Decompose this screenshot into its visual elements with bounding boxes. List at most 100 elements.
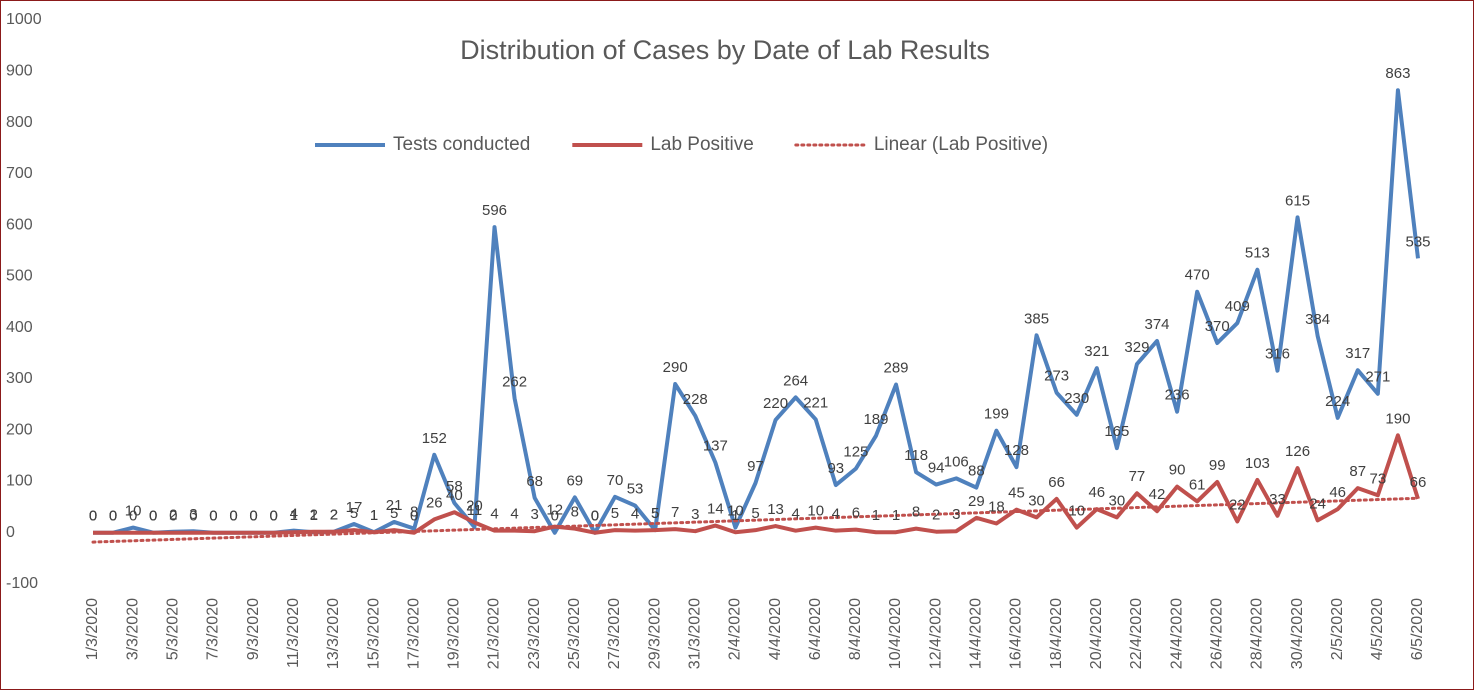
x-tick-label: 31/3/2020 (686, 598, 703, 669)
data-label: 103 (1245, 455, 1270, 472)
x-tick-label: 14/4/2020 (968, 598, 985, 669)
data-label: 0 (229, 508, 237, 525)
data-label: 7 (671, 504, 679, 521)
legend-label: Lab Positive (650, 134, 754, 155)
data-label: 4 (510, 506, 518, 523)
data-label: 20 (466, 497, 483, 514)
x-tick-label: 29/3/2020 (646, 598, 663, 669)
data-label: 0 (209, 508, 217, 525)
data-label: 97 (747, 458, 764, 475)
data-label: 0 (109, 508, 117, 525)
x-tick-label: 26/4/2020 (1208, 598, 1225, 669)
data-label: 2 (310, 507, 318, 524)
data-label: 0 (249, 508, 257, 525)
x-tick-label: 11/3/2020 (285, 598, 302, 668)
data-label: 4 (290, 506, 298, 523)
data-label: 4 (832, 506, 840, 523)
data-label: 10 (807, 503, 824, 520)
x-tick-label: 4/5/2020 (1369, 598, 1386, 660)
data-label: 137 (703, 437, 728, 454)
data-label: 596 (482, 202, 507, 219)
data-label: 2 (932, 507, 940, 524)
data-label: 0 (551, 508, 559, 525)
data-label: 3 (530, 506, 538, 523)
data-label: 271 (1365, 369, 1390, 386)
x-tick-label: 4/4/2020 (767, 598, 784, 660)
data-label: 77 (1129, 468, 1146, 485)
data-label: 1 (731, 507, 739, 524)
data-label: 189 (863, 411, 888, 428)
series-line (93, 433, 1420, 535)
data-label: 236 (1165, 387, 1190, 404)
y-tick-label: 800 (6, 114, 33, 131)
data-label: 70 (607, 472, 624, 489)
x-tick-label: 18/4/2020 (1048, 598, 1065, 669)
data-label: 0 (169, 508, 177, 525)
data-label: 5 (611, 505, 619, 522)
data-label: 321 (1084, 343, 1109, 360)
x-tick-label: 22/4/2020 (1128, 598, 1145, 669)
data-label: 228 (683, 391, 708, 408)
data-label: 3 (952, 506, 960, 523)
data-label: 0 (591, 508, 599, 525)
data-label: 1 (290, 507, 298, 524)
data-label: 4 (791, 506, 799, 523)
data-label: 262 (502, 373, 527, 390)
data-label: 0 (89, 508, 97, 525)
data-label: 152 (422, 430, 447, 447)
data-label: 0 (109, 508, 117, 525)
y-tick-label: 600 (6, 216, 33, 233)
data-label: 3 (691, 506, 699, 523)
data-label: 69 (566, 472, 583, 489)
data-label: 53 (627, 481, 644, 498)
trendline (91, 496, 1420, 544)
data-label: 10 (125, 503, 142, 520)
data-label: 329 (1124, 339, 1149, 356)
x-tick-label: 21/3/2020 (486, 598, 503, 669)
y-tick-label: 400 (6, 319, 33, 336)
x-tick-label: 19/3/2020 (446, 598, 463, 669)
legend-label: Linear (Lab Positive) (874, 134, 1048, 155)
data-label: 3 (189, 506, 197, 523)
x-tick-label: 28/4/2020 (1249, 598, 1266, 669)
y-tick-label: -100 (6, 575, 38, 592)
x-tick-label: 10/4/2020 (887, 598, 904, 669)
data-label: 90 (1169, 462, 1186, 479)
data-label: 0 (591, 508, 599, 525)
x-tick-label: 2/4/2020 (727, 598, 744, 660)
data-label: 273 (1044, 368, 1069, 385)
x-tick-label: 3/3/2020 (124, 598, 141, 660)
data-label: 40 (446, 487, 463, 504)
x-tick-label: 2/5/2020 (1329, 598, 1346, 660)
data-label: 230 (1064, 390, 1089, 407)
data-label: 384 (1305, 311, 1330, 328)
data-label: 125 (843, 444, 868, 461)
data-label: 1 (892, 507, 900, 524)
x-tick-label: 8/4/2020 (847, 598, 864, 660)
data-label: 8 (912, 504, 920, 521)
data-label: 1 (872, 507, 880, 524)
data-label: 289 (884, 360, 909, 377)
y-tick-label: 300 (6, 370, 33, 387)
data-label: 18 (988, 498, 1005, 515)
x-tick-label: 12/4/2020 (927, 598, 944, 669)
data-label: 11 (467, 502, 483, 519)
data-label: 0 (229, 508, 237, 525)
x-tick-label: 15/3/2020 (365, 598, 382, 669)
data-label: 14 (707, 501, 724, 518)
data-label: 470 (1185, 267, 1210, 284)
data-label: 5 (651, 505, 659, 522)
x-tick-label: 9/3/2020 (245, 598, 262, 660)
data-label: 0 (270, 508, 278, 525)
x-tick-label: 17/3/2020 (405, 598, 422, 669)
data-label: 221 (803, 394, 828, 411)
data-label: 33 (1269, 491, 1286, 508)
data-label: 0 (149, 508, 157, 525)
data-label: 118 (904, 447, 928, 464)
data-label: 6 (852, 505, 860, 522)
data-label: 30 (1028, 492, 1045, 509)
data-label: 0 (270, 508, 278, 525)
data-label: 94 (928, 459, 945, 476)
chart-title: Distribution of Cases by Date of Lab Res… (460, 35, 990, 65)
